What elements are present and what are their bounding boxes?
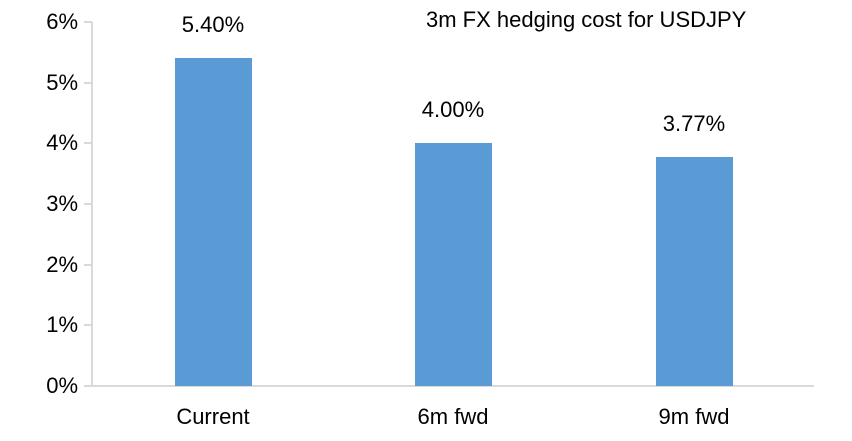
- x-axis-category-label: 6m fwd: [417, 404, 489, 429]
- bar-value-label: 3.77%: [662, 111, 726, 136]
- bar-6m-fwd[interactable]: [415, 143, 492, 386]
- y-axis-tick-label: 5%: [46, 69, 78, 95]
- y-axis-tick-mark: [84, 203, 92, 205]
- y-axis-tick-mark: [84, 263, 92, 266]
- bar-value-label: 4.00%: [421, 97, 485, 122]
- y-axis-tick-mark: [84, 81, 92, 84]
- y-axis-line: [91, 22, 93, 386]
- y-axis-tick-label: 3%: [46, 191, 78, 216]
- y-axis-tick-label: 4%: [46, 130, 78, 156]
- bar-value-label: 5.40%: [181, 12, 245, 37]
- y-axis-tick-mark: [84, 142, 92, 145]
- y-axis-tick-label: 6%: [46, 9, 78, 34]
- y-axis-tick-mark: [84, 385, 92, 387]
- bar-current[interactable]: [175, 58, 252, 386]
- x-axis-category-label: 9m fwd: [658, 404, 730, 429]
- bar-group-9m-fwd: 3.77% 9m fwd: [574, 0, 814, 441]
- bar-group-6m-fwd: 4.00% 6m fwd: [333, 0, 573, 441]
- y-axis-tick-label: 1%: [46, 312, 78, 338]
- bar-group-current: 5.40% Current: [93, 0, 333, 441]
- y-axis-tick-label: 0%: [46, 373, 78, 398]
- x-axis-category-label: Current: [176, 404, 250, 429]
- bar-9m-fwd[interactable]: [656, 157, 733, 386]
- x-axis-line: [85, 385, 814, 387]
- chart-title: 3m FX hedging cost for USDJPY: [426, 7, 747, 32]
- y-axis-tick-mark: [84, 324, 92, 327]
- y-axis-tick-label: 2%: [46, 251, 78, 277]
- y-axis-tick-mark: [84, 21, 92, 23]
